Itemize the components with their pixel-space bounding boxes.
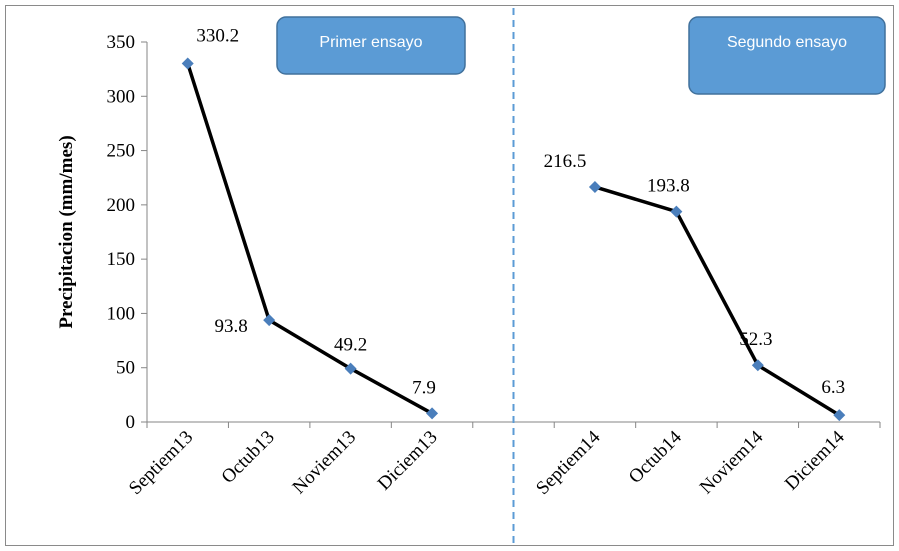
x-tick-label: Noviem13 — [289, 427, 361, 499]
y-tick-labels: 0 50 100 150 200 250 300 350 — [107, 32, 136, 433]
data-point-marker — [833, 409, 846, 422]
data-point-marker — [588, 180, 601, 193]
x-tick-label: Octub13 — [218, 427, 279, 488]
series-line — [186, 62, 433, 415]
axes — [141, 41, 881, 428]
data-label: 93.8 — [215, 316, 248, 337]
x-tick-label: Diciem13 — [374, 427, 442, 495]
annotation-label: Segundo ensayo — [727, 34, 847, 51]
series-markers — [181, 57, 846, 422]
annotation-box — [276, 16, 466, 75]
data-point-marker — [263, 314, 276, 327]
y-tick-label: 350 — [107, 32, 136, 53]
y-tick-label: 300 — [107, 86, 136, 107]
data-label: 6.3 — [821, 377, 845, 398]
y-tick-label: 200 — [107, 195, 136, 216]
x-tick-label: Septiem14 — [532, 426, 605, 499]
series-line — [594, 185, 841, 417]
y-tick-label: 150 — [107, 249, 136, 270]
data-point-marker — [426, 407, 439, 420]
y-axis-label: Precipitacion (mm/mes) — [56, 135, 77, 328]
data-label: 52.3 — [739, 329, 772, 350]
data-labels: 330.2 93.8 49.2 7.9 216.5 193.8 52.3 6.3 — [196, 25, 845, 398]
x-tick-labels: Septiem13 Octub13 Noviem13 Diciem13 Septiem1… — [125, 426, 849, 499]
annotation-label: Primer ensayo — [319, 34, 422, 51]
x-tick-label: Diciem14 — [781, 426, 849, 494]
data-label: 193.8 — [647, 176, 690, 197]
y-tick-label: 100 — [107, 303, 136, 324]
data-point-marker — [751, 359, 764, 372]
chart-frame — [5, 5, 894, 546]
x-tick-label: Octub14 — [625, 426, 686, 487]
series-lines — [186, 62, 841, 417]
data-point-marker — [344, 362, 357, 375]
annotation-box — [688, 16, 886, 95]
data-point-marker — [670, 205, 683, 218]
data-label: 49.2 — [334, 335, 367, 356]
y-tick-label: 0 — [126, 412, 136, 433]
data-label: 330.2 — [196, 25, 239, 46]
data-label: 216.5 — [544, 151, 587, 172]
x-tick-label: Septiem13 — [125, 427, 197, 499]
x-tick-label: Noviem14 — [696, 426, 768, 498]
y-tick-label: 50 — [116, 358, 135, 379]
y-tick-label: 250 — [107, 141, 136, 162]
data-label: 7.9 — [412, 377, 436, 398]
annotation-boxes: Primer ensayo Segundo ensayo — [276, 16, 886, 95]
data-point-marker — [181, 57, 194, 70]
